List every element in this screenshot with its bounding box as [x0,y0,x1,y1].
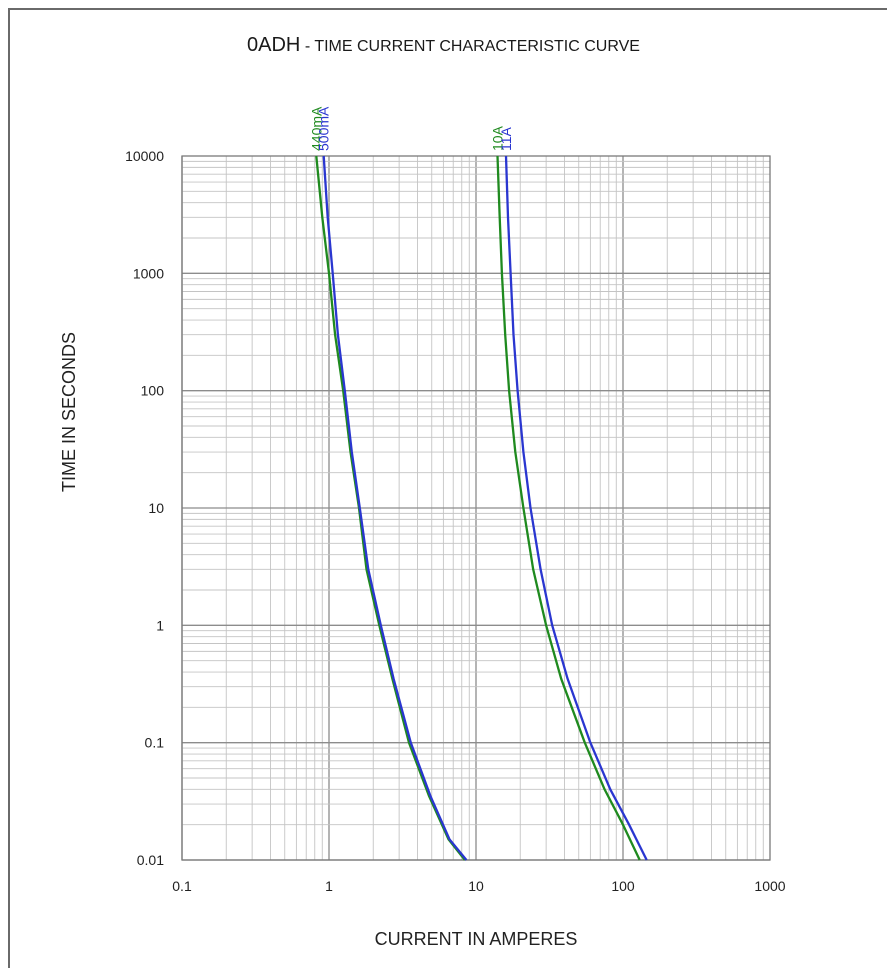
chart-title-main: 0ADH [247,34,301,56]
x-tick-label: 1 [325,878,333,894]
series-line [315,155,466,861]
y-tick-label: 1000 [133,265,164,281]
series-label: 10A [490,125,506,151]
y-tick-label: 10000 [125,148,164,164]
y-tick-label: 0.1 [145,735,165,751]
series-label: 440mA [308,106,324,151]
chart-frame [8,8,887,968]
x-tick-label: 10 [468,878,484,894]
series-line [504,155,648,861]
series-label: 500mA [316,106,332,151]
chart-title-sub: - TIME CURRENT CHARACTERISTIC CURVE [304,38,640,55]
series-label: 11A [498,126,514,151]
x-tick-label: 0.1 [172,878,192,894]
y-tick-label: 1 [156,617,164,633]
chart-title: 0ADH - TIME CURRENT CHARACTERISTIC CURVE [0,34,887,57]
x-axis-label: CURRENT IN AMPERES [375,929,578,949]
plot-border [181,155,771,861]
x-tick-label: 100 [611,878,635,894]
y-tick-label: 100 [141,383,165,399]
series-line [496,155,641,861]
y-tick-label: 10 [148,500,164,516]
y-tick-label: 0.01 [137,852,164,868]
series-line [322,155,468,861]
y-axis-label: TIME IN SECONDS [59,332,79,492]
x-tick-label: 1000 [754,878,785,894]
